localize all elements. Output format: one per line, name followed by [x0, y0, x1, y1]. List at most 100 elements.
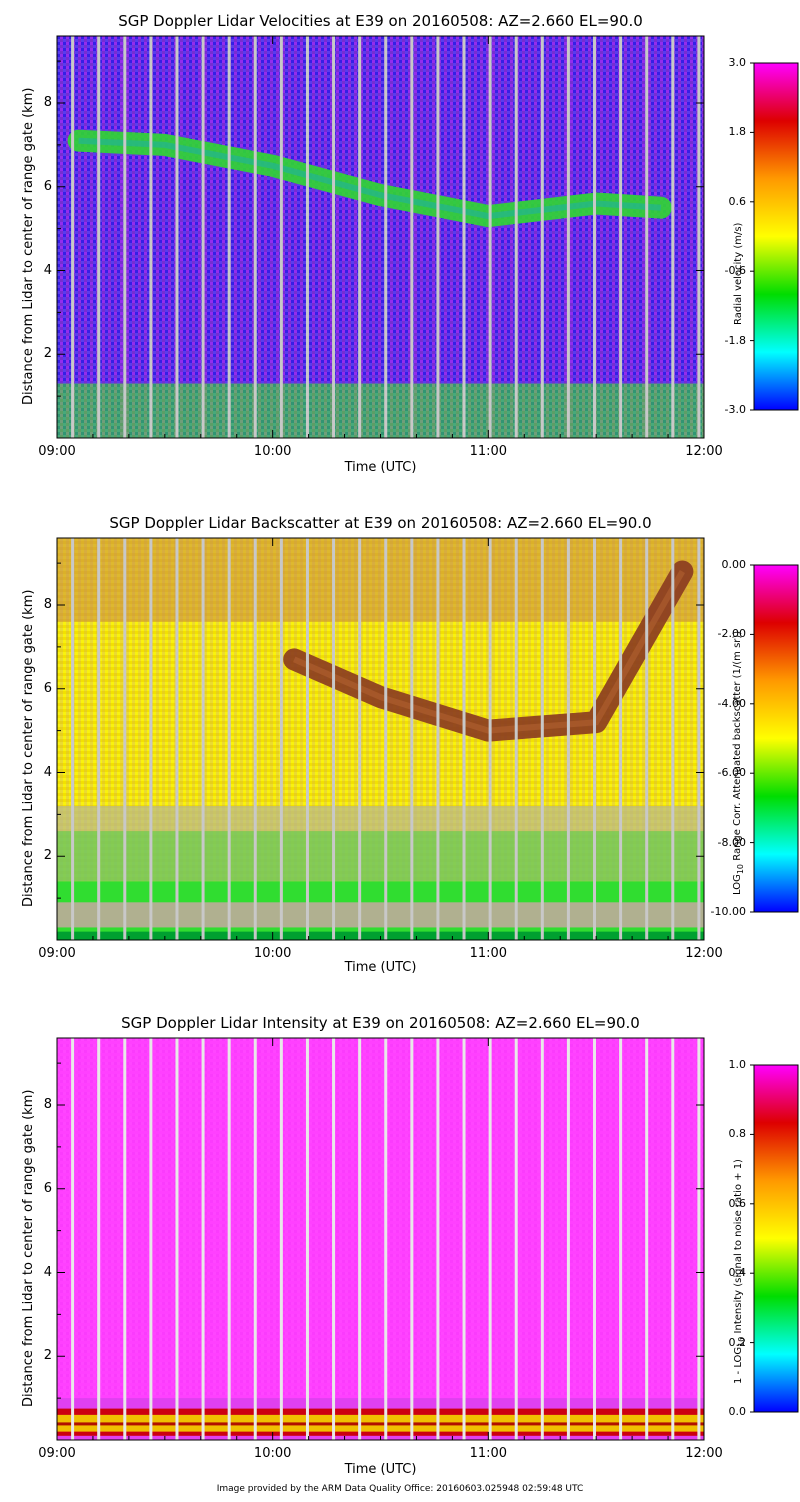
colorbar-tick-label: 0.2 [728, 1335, 747, 1349]
scan-gap [332, 1038, 336, 1440]
scan-gap [671, 1038, 675, 1440]
scan-gap [410, 538, 414, 940]
scan-gap [462, 1038, 466, 1440]
x-tick-label: 10:00 [253, 1446, 292, 1461]
velocity-panel: SGP Doppler Lidar Velocities at E39 on 2… [0, 0, 800, 500]
plot-noise-texture [57, 1038, 704, 1440]
scan-gap [149, 538, 153, 940]
scan-gap [71, 36, 75, 438]
scan-gap [514, 1038, 518, 1440]
scan-gap [436, 36, 440, 438]
y-tick-label: 2 [43, 1348, 52, 1364]
scan-gap [671, 538, 675, 940]
scan-gap [697, 538, 701, 940]
scan-gap [175, 36, 179, 438]
y-tick-label: 6 [43, 178, 52, 194]
scan-gap [227, 538, 231, 940]
scan-gap [305, 36, 309, 438]
x-tick-label: 12:00 [685, 946, 723, 961]
x-tick-label: 09:00 [38, 946, 76, 961]
scan-gap [358, 538, 362, 940]
surface-layer [57, 931, 704, 940]
scan-gap [71, 1038, 75, 1440]
colorbar [753, 564, 799, 913]
scan-gap [201, 1038, 205, 1440]
x-tick-label: 12:00 [685, 444, 723, 459]
x-tick-label: 09:00 [38, 1446, 76, 1461]
scan-gap [279, 36, 283, 438]
y-tick-label: 8 [43, 597, 52, 612]
colorbar-tick-label: 0.6 [728, 1196, 747, 1210]
scan-gap [253, 538, 257, 940]
cloud-layer-core [78, 137, 662, 220]
intensity-title: SGP Doppler Lidar Intensity at E39 on 20… [121, 1014, 640, 1032]
plot-noise-texture [57, 36, 704, 438]
upper-noise-region [57, 538, 704, 622]
intensity-plot [56, 1037, 799, 1441]
scan-gap [697, 1038, 701, 1440]
scan-gap [305, 538, 309, 940]
scan-gap [566, 36, 570, 438]
x-tick-label: 11:00 [469, 946, 508, 961]
scan-gap [97, 1038, 101, 1440]
boundary-layer-texture [57, 383, 704, 438]
colorbar-tick-label: 0.4 [728, 1266, 747, 1280]
scan-gap [462, 36, 466, 438]
scan-gap [645, 538, 649, 940]
x-tick-label: 12:00 [685, 1446, 723, 1461]
scan-gap [227, 36, 231, 438]
scan-gap [540, 1038, 544, 1440]
colorbar-tick-label: -3.0 [724, 403, 746, 416]
scan-gap [514, 538, 518, 940]
scan-gap [253, 1038, 257, 1440]
x-tick-label: 11:00 [469, 444, 508, 459]
scan-gap [462, 538, 466, 940]
y-tick-label: 8 [43, 95, 52, 110]
colorbar-tick-label: 1.8 [728, 125, 747, 139]
scan-gap [540, 36, 544, 438]
scan-gap [593, 1038, 597, 1440]
scan-gap [566, 538, 570, 940]
scan-gap [71, 538, 75, 940]
footer-credit: Image provided by the ARM Data Quality O… [216, 1484, 584, 1494]
backscatter-colorbar-label: LOG10 Range Corr. Attenuated backscatter… [732, 630, 745, 895]
x-tick-label: 10:00 [253, 444, 292, 459]
colorbar-tick-label: -10.00 [710, 905, 746, 918]
colorbar-tick-label: 0.6 [728, 194, 747, 208]
scan-gap [410, 36, 414, 438]
scan-gap [436, 1038, 440, 1440]
colorbar-tick-label: -6.00 [717, 766, 746, 780]
scan-gap [332, 36, 336, 438]
intensity-xlabel: Time (UTC) [344, 1462, 417, 1477]
cloud-layer-core [292, 570, 686, 734]
scan-gap [697, 36, 701, 438]
velocity-xlabel: Time (UTC) [344, 460, 417, 475]
scan-gap [123, 538, 127, 940]
scan-gap [488, 36, 492, 438]
y-tick-label: 6 [43, 1180, 52, 1196]
scan-gap [593, 538, 597, 940]
scan-gap [201, 538, 205, 940]
scan-gap [645, 1038, 649, 1440]
scan-gap [253, 36, 257, 438]
y-tick-label: 2 [43, 848, 52, 864]
scan-gap [305, 1038, 309, 1440]
scan-gap [593, 36, 597, 438]
scan-gap [619, 538, 623, 940]
scan-gap [279, 1038, 283, 1440]
backscatter-plot [56, 537, 799, 941]
y-tick-label: 8 [43, 1097, 52, 1112]
scan-gap [540, 538, 544, 940]
scan-gap [619, 36, 623, 438]
colorbar-tick-label: 0.00 [721, 558, 747, 571]
y-tick-label: 4 [43, 1264, 52, 1280]
scan-gap [97, 36, 101, 438]
backscatter-xlabel: Time (UTC) [344, 960, 417, 975]
colorbar-tick-label: -4.00 [717, 696, 746, 710]
scan-gap [227, 1038, 231, 1440]
scan-gap [201, 36, 205, 438]
scan-gap [488, 538, 492, 940]
velocity-plot [56, 35, 799, 439]
backscatter-title: SGP Doppler Lidar Backscatter at E39 on … [109, 514, 652, 532]
colorbar-tick-label: 0.0 [728, 1405, 747, 1418]
